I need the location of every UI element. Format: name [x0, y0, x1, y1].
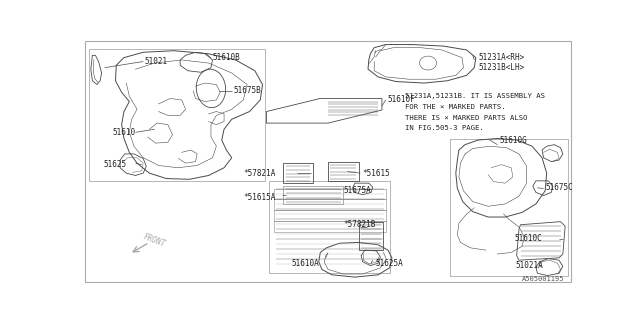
Text: 51610A: 51610A [291, 259, 319, 268]
Text: 51231A,51231B. IT IS ASSEMBLY AS: 51231A,51231B. IT IS ASSEMBLY AS [405, 93, 545, 99]
Text: 51610C: 51610C [515, 234, 542, 243]
Text: 51021: 51021 [145, 57, 168, 66]
Text: 51625: 51625 [103, 160, 126, 169]
Text: 51610F: 51610F [387, 95, 415, 105]
Text: 51610B: 51610B [212, 53, 240, 62]
Text: *51615A: *51615A [243, 193, 276, 202]
Text: THERE IS × MARKED PARTS ALSO: THERE IS × MARKED PARTS ALSO [405, 115, 527, 121]
Text: *51615: *51615 [362, 169, 390, 178]
Text: 51625A: 51625A [376, 259, 403, 268]
Text: *57821B: *57821B [344, 220, 376, 229]
Text: FOR THE × MARKED PARTS.: FOR THE × MARKED PARTS. [405, 104, 506, 110]
Text: 51675A: 51675A [344, 186, 371, 195]
Text: 51231B<LH>: 51231B<LH> [478, 63, 524, 72]
Text: FRONT: FRONT [141, 232, 166, 248]
Text: IN FIG.505-3 PAGE.: IN FIG.505-3 PAGE. [405, 125, 484, 132]
Text: 51021A: 51021A [515, 261, 543, 270]
Text: 51675B: 51675B [234, 86, 261, 95]
Text: *57821A: *57821A [243, 169, 276, 178]
Text: 51610: 51610 [113, 128, 136, 137]
Text: 51675C: 51675C [546, 183, 573, 192]
Text: A505001195: A505001195 [522, 276, 564, 283]
Text: 51231A<RH>: 51231A<RH> [478, 53, 524, 62]
Text: 51610G: 51610G [500, 136, 527, 145]
